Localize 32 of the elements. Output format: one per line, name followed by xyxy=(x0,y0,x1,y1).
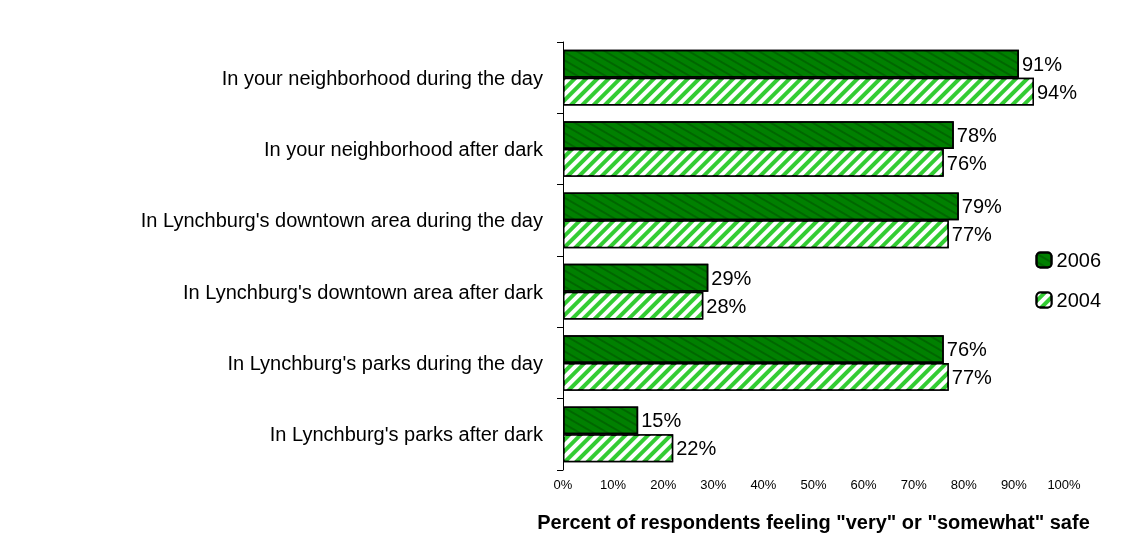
data-label: 94% xyxy=(1036,80,1078,103)
legend-label: 2004 xyxy=(1056,289,1102,311)
data-label: 77% xyxy=(951,365,993,388)
data-label: 91% xyxy=(1021,52,1063,75)
x-tick-label: 90% xyxy=(1000,477,1028,492)
x-tick-label: 80% xyxy=(950,477,978,492)
x-tick-label: 20% xyxy=(650,477,677,492)
x-tick-label: 50% xyxy=(800,477,827,492)
data-label: 28% xyxy=(706,294,747,317)
y-tick-label: In Lynchburg's downtown area during the day xyxy=(140,209,543,232)
y-tick-label: In Lynchburg's parks after dark xyxy=(269,423,544,446)
x-tick-label: 70% xyxy=(900,477,928,492)
y-tick-label: In Lynchburg's parks during the day xyxy=(227,352,543,374)
data-label: 77% xyxy=(951,223,993,246)
data-label: 79% xyxy=(961,195,1003,218)
legend-label: 2006 xyxy=(1056,249,1102,271)
data-label: 22% xyxy=(676,437,717,460)
data-label: 29% xyxy=(711,266,752,289)
x-tick-label: 60% xyxy=(850,477,878,492)
y-tick-label: In your neighborhood during the day xyxy=(221,66,543,89)
x-tick-label: 100% xyxy=(1047,477,1082,492)
x-tick-label: 10% xyxy=(600,477,627,492)
data-label: 76% xyxy=(946,338,988,361)
data-label: 78% xyxy=(956,124,998,147)
y-tick-label: In Lynchburg's downtown area after dark xyxy=(183,280,544,303)
data-label: 76% xyxy=(946,151,988,174)
x-axis-title: Percent of respondents feeling "very" or "somewhat" safe xyxy=(537,511,1090,533)
x-tick-label: 30% xyxy=(700,477,727,492)
data-label: 15% xyxy=(641,409,682,432)
x-tick-label: 0% xyxy=(553,477,573,492)
x-tick-label: 40% xyxy=(750,477,777,492)
y-tick-label: In your neighborhood after dark xyxy=(263,138,544,160)
